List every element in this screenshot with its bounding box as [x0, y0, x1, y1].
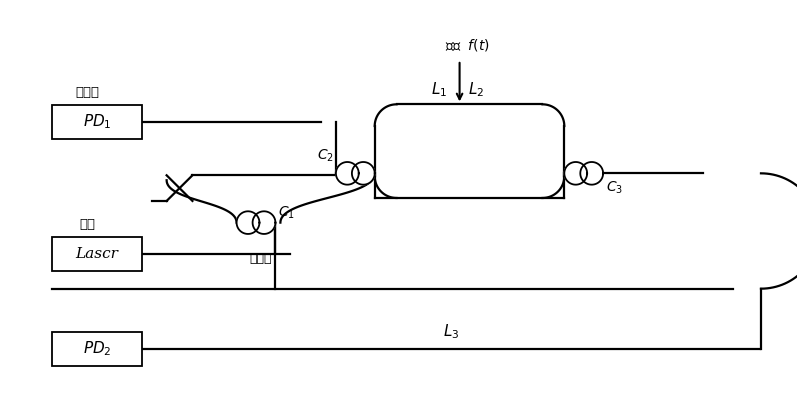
Text: Lascr: Lascr: [76, 247, 118, 261]
Text: 光源: 光源: [79, 219, 95, 231]
Text: $L_1$: $L_1$: [431, 81, 448, 99]
FancyBboxPatch shape: [53, 105, 142, 139]
Text: $PD_1$: $PD_1$: [82, 113, 111, 131]
Text: 探测器: 探测器: [75, 86, 99, 99]
Circle shape: [253, 211, 275, 234]
FancyBboxPatch shape: [53, 332, 142, 365]
Text: $L_3$: $L_3$: [443, 322, 459, 341]
Text: $C_1$: $C_1$: [278, 205, 294, 221]
Circle shape: [237, 211, 259, 234]
Circle shape: [564, 162, 587, 185]
Circle shape: [336, 162, 358, 185]
Text: $C_2$: $C_2$: [317, 147, 334, 164]
Circle shape: [580, 162, 603, 185]
Text: $C_3$: $C_3$: [606, 180, 622, 196]
Text: $PD_2$: $PD_2$: [83, 340, 111, 358]
Text: $L_2$: $L_2$: [467, 81, 484, 99]
Circle shape: [352, 162, 374, 185]
Text: 耦合器: 耦合器: [250, 252, 272, 265]
FancyBboxPatch shape: [53, 237, 142, 271]
Text: 扰动  $f\mathit{(t)}$: 扰动 $f\mathit{(t)}$: [445, 37, 490, 53]
